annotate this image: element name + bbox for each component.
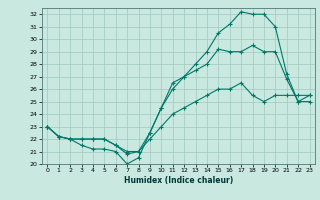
X-axis label: Humidex (Indice chaleur): Humidex (Indice chaleur) — [124, 176, 233, 185]
